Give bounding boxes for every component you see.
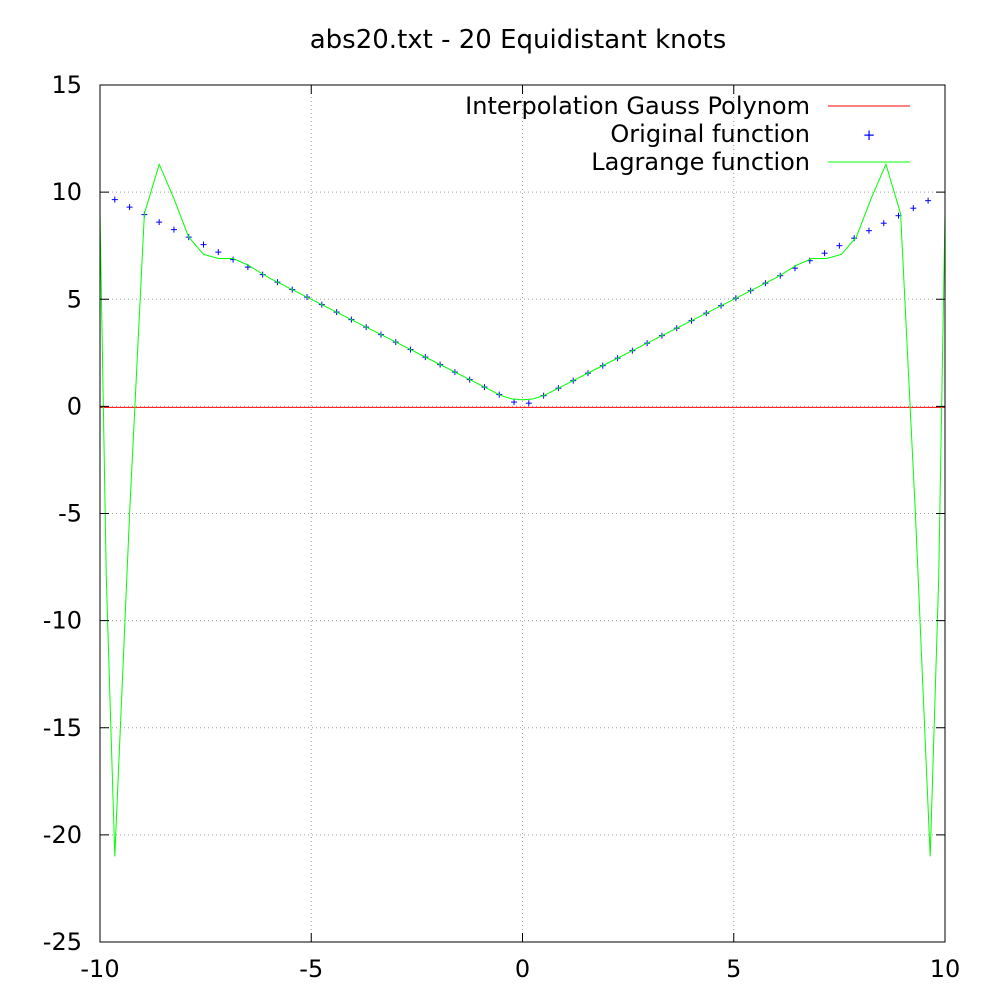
plot-area	[99, 162, 946, 857]
data-point	[511, 399, 518, 406]
data-point	[821, 250, 828, 257]
data-point	[156, 219, 163, 226]
y-tick-label: -5	[58, 500, 82, 528]
grid	[100, 85, 945, 942]
y-tick-label: -20	[43, 821, 82, 849]
y-tick-label: 0	[67, 392, 82, 420]
data-point	[910, 205, 917, 212]
axes: -10 -5 0 5 10 -25 -20 -15 -10 -5 0 5 10 15	[43, 71, 960, 983]
data-point	[525, 400, 532, 407]
x-tick-label: -5	[299, 955, 323, 983]
x-tick-label: 0	[515, 955, 530, 983]
data-point	[880, 220, 887, 227]
y-tick-label: -15	[43, 714, 82, 742]
y-tick-label: 5	[67, 285, 82, 313]
data-point	[865, 227, 872, 234]
x-tick-label: 10	[930, 955, 961, 983]
data-point	[925, 197, 932, 204]
legend-marker: +	[863, 126, 876, 144]
data-point	[836, 242, 843, 249]
x-tick-label: -10	[80, 955, 119, 983]
y-tick-label: 10	[51, 178, 82, 206]
data-point	[111, 196, 118, 203]
legend-label: Lagrange function	[591, 148, 810, 176]
data-point	[215, 249, 222, 256]
data-point	[170, 226, 177, 233]
legend-label: Interpolation Gauss Polynom	[465, 92, 810, 120]
legend-label: Original function	[610, 120, 810, 148]
data-point	[200, 241, 207, 248]
chart-title: abs20.txt - 20 Equidistant knots	[310, 25, 727, 55]
data-point	[126, 204, 133, 211]
y-tick-label: -10	[43, 607, 82, 635]
y-tick-label: 15	[51, 71, 82, 99]
y-tick-label: -25	[43, 928, 82, 956]
series-line-2	[99, 162, 946, 857]
x-tick-label: 5	[726, 955, 741, 983]
